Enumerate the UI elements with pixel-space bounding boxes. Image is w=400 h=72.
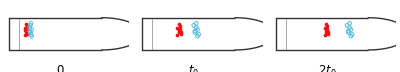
Point (323, 23, 329, 25)
Point (26, 27, 33, 28)
Point (323, 30, 329, 31)
Point (177, 25, 183, 26)
Point (22, 30, 28, 31)
Point (344, 25, 350, 26)
Point (192, 32, 198, 33)
Point (27, 32, 34, 33)
Point (174, 27, 181, 28)
Point (28, 35, 35, 37)
Text: $t_0$: $t_0$ (188, 64, 199, 72)
Point (325, 33, 332, 34)
Point (178, 32, 184, 33)
Point (193, 27, 200, 28)
Point (324, 25, 330, 26)
Point (196, 34, 202, 35)
Point (345, 32, 352, 33)
Point (176, 23, 182, 25)
Point (23, 31, 29, 32)
Point (26, 30, 33, 32)
Point (22, 27, 28, 28)
Point (194, 35, 201, 37)
Point (22, 23, 29, 25)
Point (22, 35, 28, 36)
Point (174, 35, 181, 36)
Point (27, 25, 34, 26)
Point (178, 33, 184, 34)
Point (348, 35, 354, 37)
Point (23, 33, 30, 34)
Point (325, 32, 332, 33)
Point (176, 31, 182, 32)
Point (194, 29, 201, 30)
Point (177, 28, 183, 29)
Point (346, 23, 353, 24)
Point (28, 34, 34, 35)
Point (28, 29, 35, 30)
Point (23, 25, 30, 26)
Point (176, 30, 182, 31)
Point (349, 34, 355, 35)
Point (24, 32, 30, 33)
Point (190, 25, 197, 26)
Point (321, 27, 328, 28)
Point (345, 30, 352, 32)
Point (321, 35, 328, 36)
Point (24, 28, 30, 29)
Point (192, 30, 198, 32)
Point (348, 29, 354, 30)
Text: 0: 0 (57, 64, 64, 72)
Text: $2t_0$: $2t_0$ (318, 64, 336, 72)
Point (324, 28, 330, 29)
Point (346, 27, 353, 28)
Point (193, 23, 200, 24)
Point (323, 31, 329, 32)
Point (28, 23, 34, 24)
